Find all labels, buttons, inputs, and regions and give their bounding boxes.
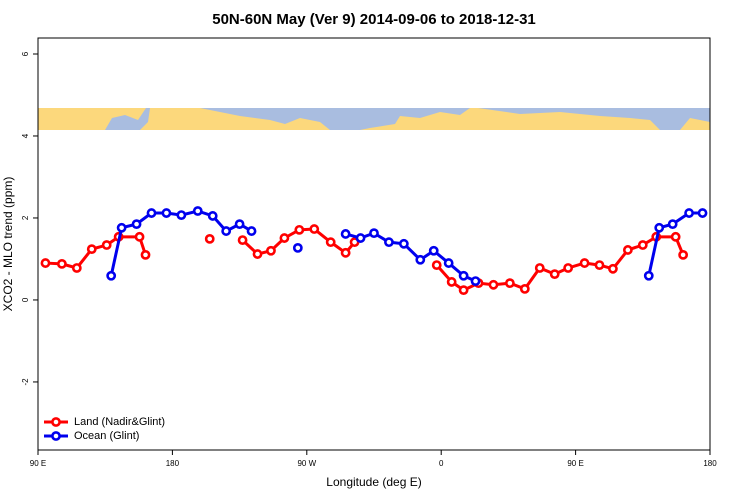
map-land — [200, 108, 470, 130]
data-point — [237, 235, 248, 246]
x-tick-label: 180 — [703, 459, 717, 468]
data-point — [384, 237, 394, 248]
data-point — [309, 224, 320, 234]
data-point — [428, 245, 439, 256]
data-point — [266, 245, 276, 256]
data-point — [458, 285, 469, 296]
chart-title: 50N-60N May (Ver 9) 2014-09-06 to 2018-1… — [212, 11, 536, 28]
data-point — [697, 208, 708, 218]
data-point — [684, 208, 694, 218]
data-point — [161, 208, 172, 218]
data-point — [146, 208, 157, 218]
data-point — [431, 260, 442, 271]
data-point — [40, 258, 51, 268]
data-point — [579, 258, 590, 268]
y-axis-label: XCO2 - MLO trend (ppm) — [1, 177, 15, 312]
data-point — [369, 228, 379, 239]
map-land — [478, 108, 710, 130]
data-point — [534, 263, 545, 273]
data-point — [549, 269, 560, 280]
map-land — [105, 108, 150, 130]
data-point — [292, 242, 303, 253]
data-point — [134, 231, 145, 242]
data-point — [86, 244, 97, 255]
plot-frame — [37, 37, 711, 451]
x-tick-label: 90 W — [297, 459, 316, 468]
x-tick-label: 0 — [439, 459, 444, 468]
data-point — [56, 258, 67, 269]
data-point — [608, 263, 618, 274]
data-point — [176, 210, 187, 220]
y-tick-label: 0 — [21, 297, 30, 302]
data-point — [246, 226, 257, 236]
y-tick-label: 2 — [21, 215, 30, 220]
data-point — [458, 270, 469, 281]
x-tick-label: 90 E — [30, 459, 46, 468]
data-point — [294, 224, 305, 235]
data-point — [71, 263, 82, 273]
data-point — [355, 233, 366, 243]
y-tick-label: -2 — [21, 378, 30, 386]
data-point — [234, 219, 245, 230]
data-point — [279, 233, 290, 243]
data-point — [637, 240, 648, 250]
legend-marker — [51, 431, 61, 441]
data-point — [140, 249, 151, 260]
data-point — [563, 263, 574, 273]
data-point — [622, 245, 633, 255]
data-point — [252, 249, 263, 259]
data-point — [398, 238, 409, 249]
data-point — [207, 211, 218, 221]
data-point — [643, 270, 654, 281]
data-point — [667, 219, 678, 230]
data-point — [670, 231, 681, 242]
y-tick-label: 4 — [21, 133, 30, 138]
y-tick-label: 6 — [21, 51, 30, 56]
x-tick-label: 90 E — [567, 459, 583, 468]
data-point — [678, 249, 689, 260]
map-band — [38, 108, 710, 130]
series-line — [109, 209, 253, 277]
data-point — [325, 237, 336, 248]
data-point — [131, 219, 142, 230]
data-point — [415, 254, 426, 265]
legend-label: Land (Nadir&Glint) — [74, 416, 165, 428]
data-point — [340, 247, 351, 258]
data-point — [519, 283, 530, 294]
data-point — [192, 206, 203, 216]
x-axis-label: Longitude (deg E) — [326, 475, 421, 489]
x-tick-label: 180 — [166, 459, 180, 468]
data-point — [443, 258, 454, 268]
data-point — [504, 278, 515, 289]
data-point — [106, 270, 117, 281]
data-point — [116, 222, 127, 233]
data-point — [594, 260, 605, 271]
data-point — [470, 276, 481, 287]
data-point — [446, 277, 457, 287]
data-point — [340, 229, 351, 239]
series-line — [345, 231, 477, 283]
legend-marker — [51, 417, 61, 427]
legend-label: Ocean (Glint) — [74, 430, 139, 442]
data-point — [488, 279, 499, 290]
data-point — [654, 222, 665, 233]
data-point — [221, 226, 232, 236]
data-point — [204, 233, 215, 244]
data-point — [101, 240, 112, 250]
